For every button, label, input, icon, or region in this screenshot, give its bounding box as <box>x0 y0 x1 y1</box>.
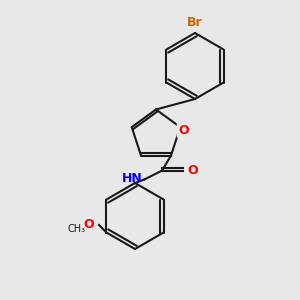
Text: O: O <box>84 218 94 232</box>
Text: O: O <box>178 124 189 136</box>
Text: CH₃: CH₃ <box>68 224 85 235</box>
Text: HN: HN <box>122 172 142 184</box>
Text: O: O <box>188 164 198 177</box>
Text: Br: Br <box>187 16 203 28</box>
